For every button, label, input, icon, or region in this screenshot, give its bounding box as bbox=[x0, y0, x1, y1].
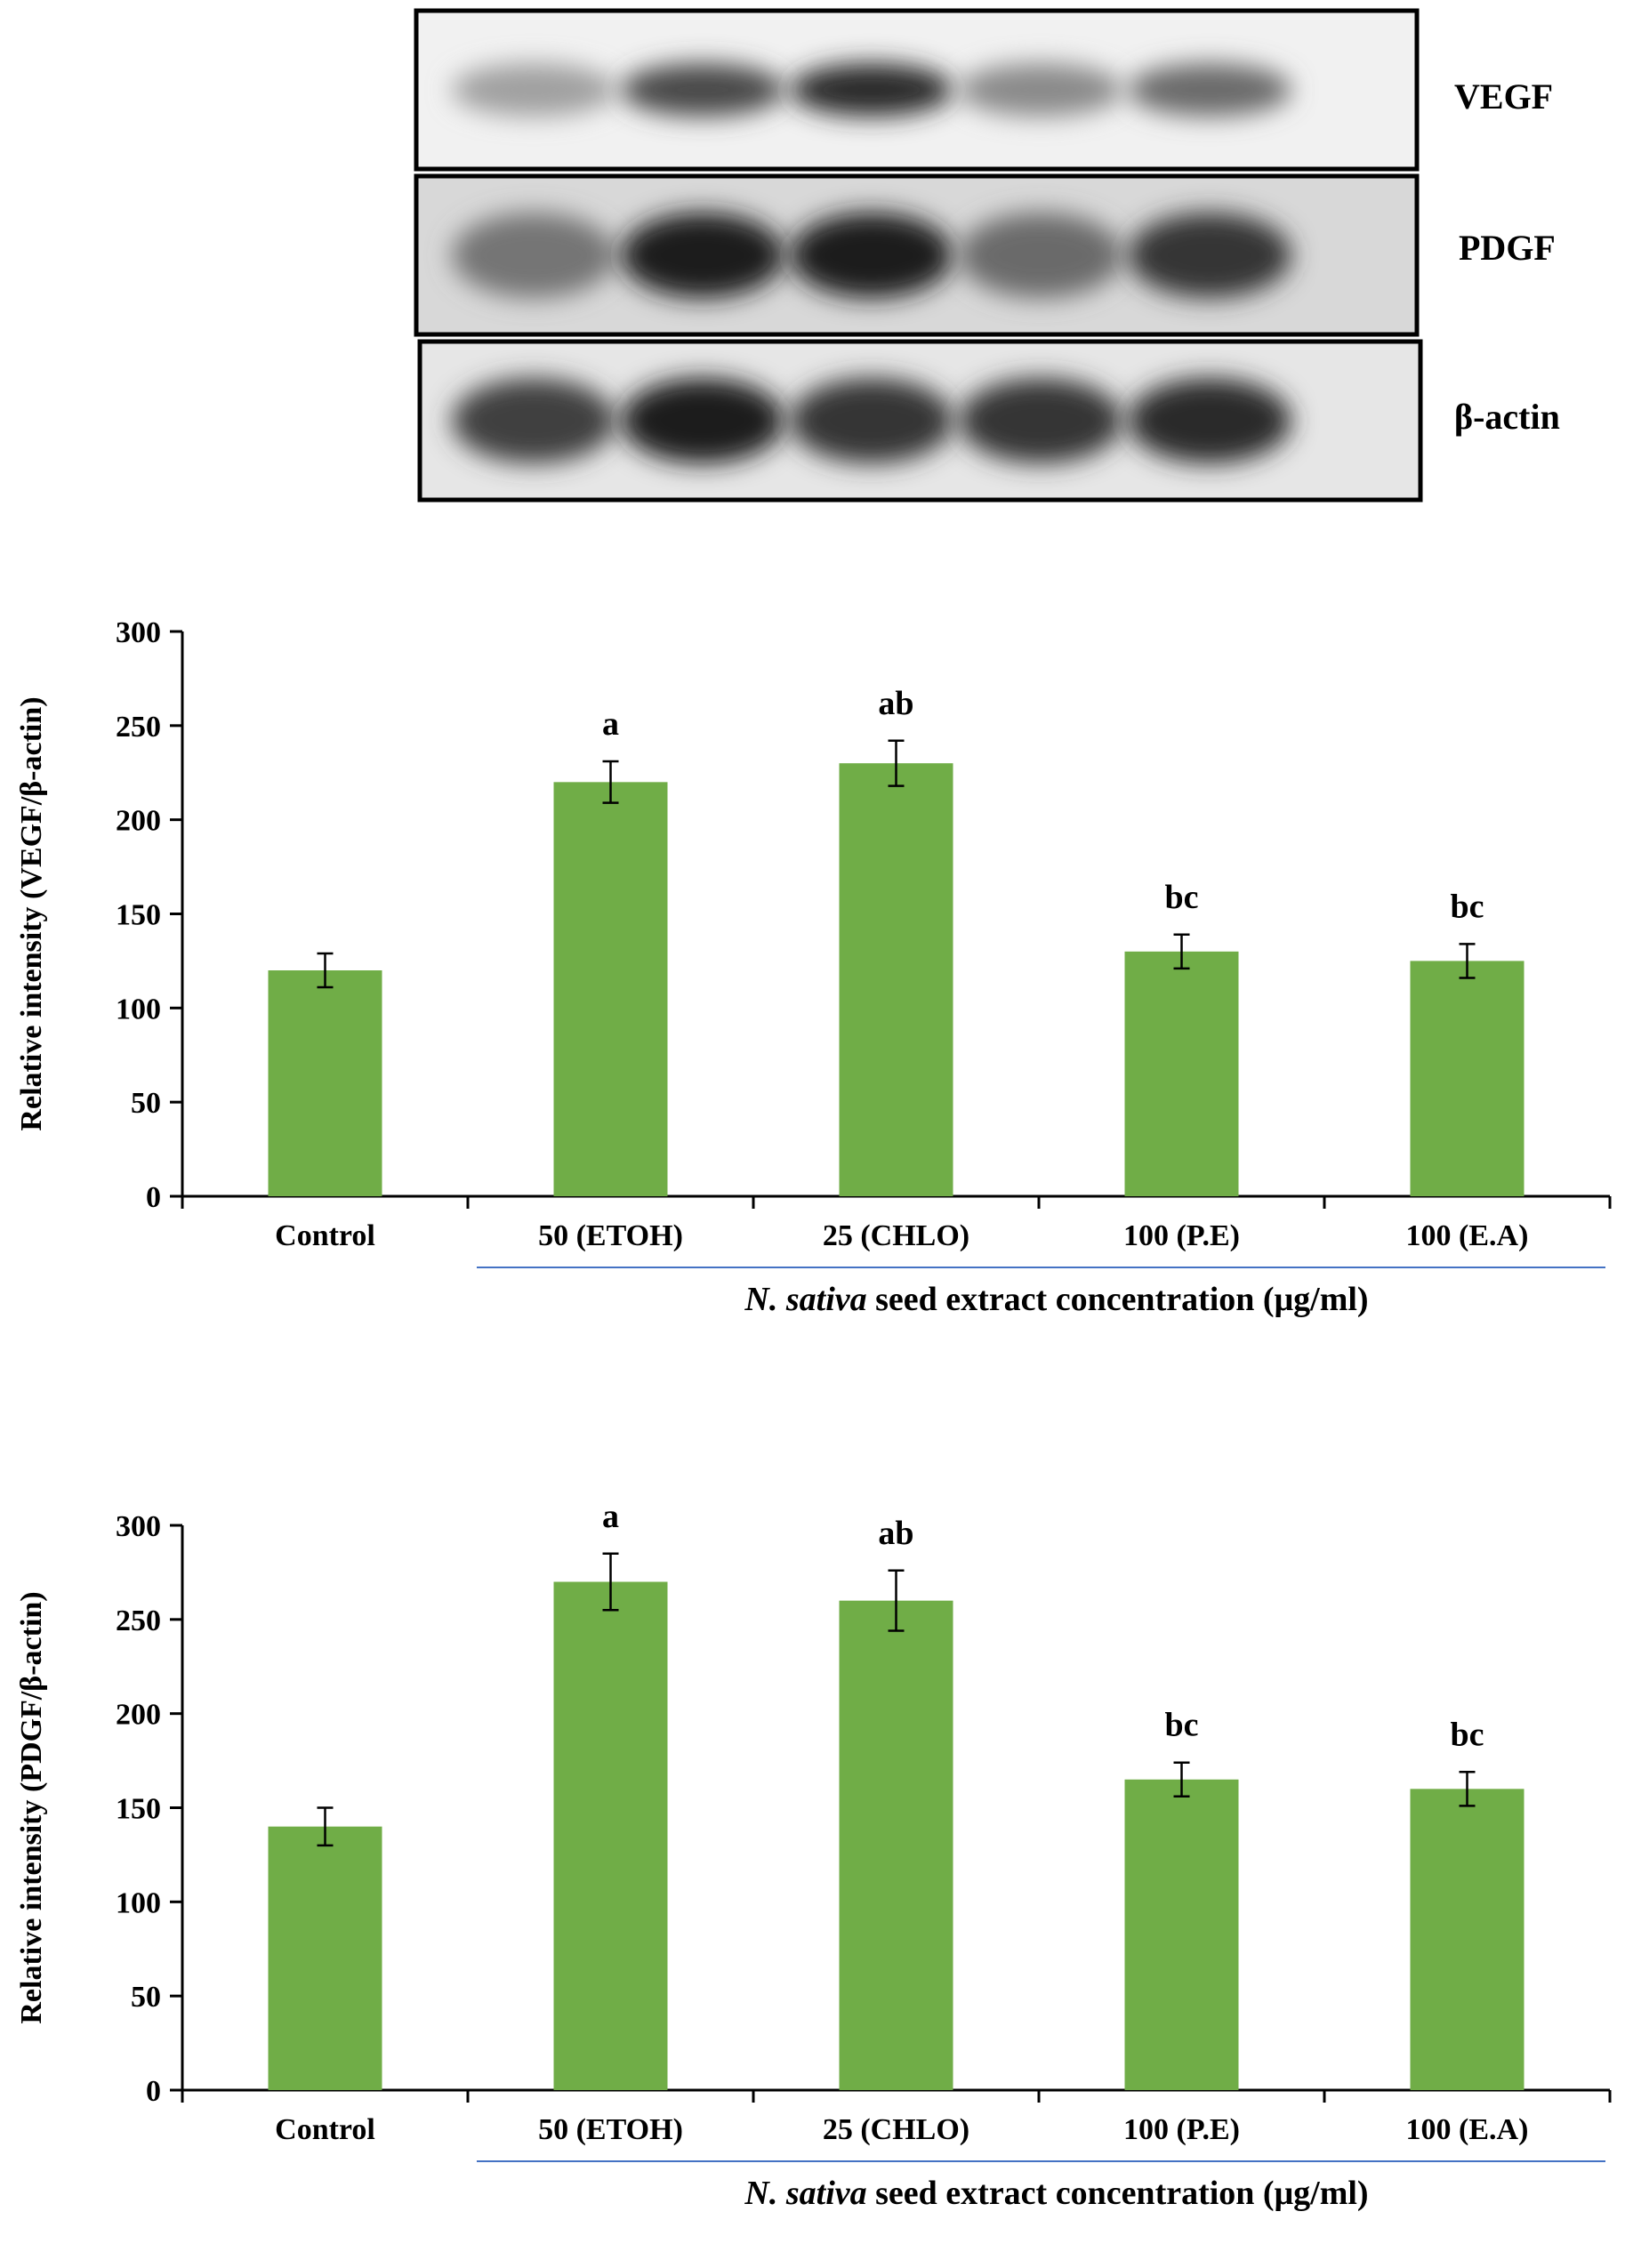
bar bbox=[268, 1826, 382, 2090]
significance-label: ab bbox=[878, 1515, 913, 1552]
y-tick-label: 250 bbox=[116, 1604, 161, 1637]
category-label: Control bbox=[275, 1219, 375, 1252]
blot-band bbox=[452, 213, 615, 298]
blot-label: VEGF bbox=[1454, 76, 1553, 117]
y-tick-label: 50 bbox=[131, 1087, 161, 1120]
x-axis-title-rest: seed extract concentration (μg/ml) bbox=[867, 2175, 1369, 2212]
significance-label: bc bbox=[1451, 888, 1484, 925]
chart-1-group: 0 50 100 150 200 250 300 Control a 50 (ETOH) ab 25 … bbox=[15, 616, 1612, 1318]
western-blot-image: VEGF PDGF β-actin bbox=[414, 8, 1560, 503]
blot-band bbox=[621, 213, 784, 298]
bar bbox=[1410, 1789, 1524, 2090]
blot-frame bbox=[417, 339, 1423, 503]
significance-label: bc bbox=[1165, 1707, 1199, 1744]
blot-band bbox=[959, 213, 1122, 298]
blot-band bbox=[1128, 63, 1291, 117]
bar bbox=[1410, 961, 1524, 1196]
x-axis-title-italic: N. sativa bbox=[744, 2175, 866, 2212]
y-tick-label: 100 bbox=[116, 1886, 161, 1919]
y-tick-label: 100 bbox=[116, 993, 161, 1025]
y-tick-label: 300 bbox=[116, 1510, 161, 1543]
blot-band bbox=[790, 378, 953, 463]
significance-label: ab bbox=[878, 685, 913, 722]
y-axis-title: Relative intensity (PDGF/β-actin) bbox=[15, 1591, 48, 2023]
bar bbox=[1124, 951, 1239, 1196]
blot-row-2: PDGF bbox=[414, 173, 1556, 337]
y-axis-title: Relative intensity (VEGF/β-actin) bbox=[15, 696, 48, 1130]
y-tick-label: 250 bbox=[116, 711, 161, 744]
category-label: 25 (CHLO) bbox=[823, 2113, 969, 2146]
category-label: 50 (ETOH) bbox=[538, 2113, 683, 2146]
category-label: 100 (E.A) bbox=[1406, 2113, 1529, 2146]
pdgf-bar-chart: 0 50 100 150 200 250 300 Control a 50 (ETOH) ab 25 … bbox=[0, 1463, 1625, 2264]
significance-label: a bbox=[602, 705, 619, 743]
x-axis-title-rest: seed extract concentration (μg/ml) bbox=[867, 1281, 1369, 1318]
bar bbox=[553, 782, 668, 1196]
blot-row-3: β-actin bbox=[417, 339, 1560, 503]
bar bbox=[839, 763, 953, 1196]
x-axis-title-italic: N. sativa bbox=[744, 1281, 866, 1318]
blot-frame bbox=[414, 8, 1420, 172]
significance-label: a bbox=[602, 1498, 619, 1535]
blot-band bbox=[790, 63, 953, 117]
y-tick-label: 300 bbox=[116, 616, 161, 649]
category-label: 25 (CHLO) bbox=[823, 1219, 969, 1252]
y-tick-label: 0 bbox=[146, 1181, 161, 1214]
y-tick-label: 200 bbox=[116, 1699, 161, 1732]
bar bbox=[268, 970, 382, 1196]
blot-band bbox=[621, 378, 784, 463]
bar bbox=[1124, 1779, 1239, 2090]
pdgf-chart-svg: 0 50 100 150 200 250 300 Control a 50 (ETOH) ab 25 … bbox=[15, 1498, 1612, 2212]
significance-label: bc bbox=[1165, 879, 1199, 916]
blot-band bbox=[452, 63, 615, 117]
category-label: 100 (P.E) bbox=[1123, 2113, 1240, 2146]
category-label: 100 (E.A) bbox=[1406, 1219, 1529, 1252]
blot-band bbox=[621, 63, 784, 117]
y-tick-label: 50 bbox=[131, 1981, 161, 2014]
bar bbox=[553, 1581, 668, 2090]
bar bbox=[839, 1600, 953, 2090]
y-tick-label: 150 bbox=[116, 1793, 161, 1826]
y-tick-label: 200 bbox=[116, 805, 161, 838]
y-tick-label: 150 bbox=[116, 899, 161, 932]
x-axis-title: N. sativa seed extract concentration (μg… bbox=[744, 2175, 1368, 2212]
vegf-chart-svg: 0 50 100 150 200 250 300 Control a 50 (ETOH) ab 25 … bbox=[15, 616, 1612, 1318]
blot-frame bbox=[414, 173, 1420, 337]
blot-band bbox=[1128, 213, 1291, 298]
significance-label: bc bbox=[1451, 1716, 1484, 1753]
blot-label: β-actin bbox=[1454, 397, 1560, 437]
category-label: 100 (P.E) bbox=[1123, 1219, 1240, 1252]
chart-2-group: 0 50 100 150 200 250 300 Control a 50 (ETOH) ab 25 … bbox=[15, 1498, 1612, 2212]
blot-band bbox=[959, 63, 1122, 117]
category-label: Control bbox=[275, 2113, 375, 2146]
blot-band bbox=[790, 213, 953, 298]
blot-band bbox=[452, 378, 615, 463]
blot-row-1: VEGF bbox=[414, 8, 1553, 172]
blot-band bbox=[1128, 378, 1291, 463]
category-label: 50 (ETOH) bbox=[538, 1219, 683, 1252]
blot-label: PDGF bbox=[1459, 228, 1556, 268]
y-tick-label: 0 bbox=[146, 2075, 161, 2108]
blot-band bbox=[959, 378, 1122, 463]
x-axis-title: N. sativa seed extract concentration (μg… bbox=[744, 1281, 1368, 1318]
western-blot-panel: VEGF PDGF β-actin bbox=[0, 0, 1625, 516]
vegf-bar-chart: 0 50 100 150 200 250 300 Control a 50 (ETOH) ab 25 … bbox=[0, 569, 1625, 1370]
